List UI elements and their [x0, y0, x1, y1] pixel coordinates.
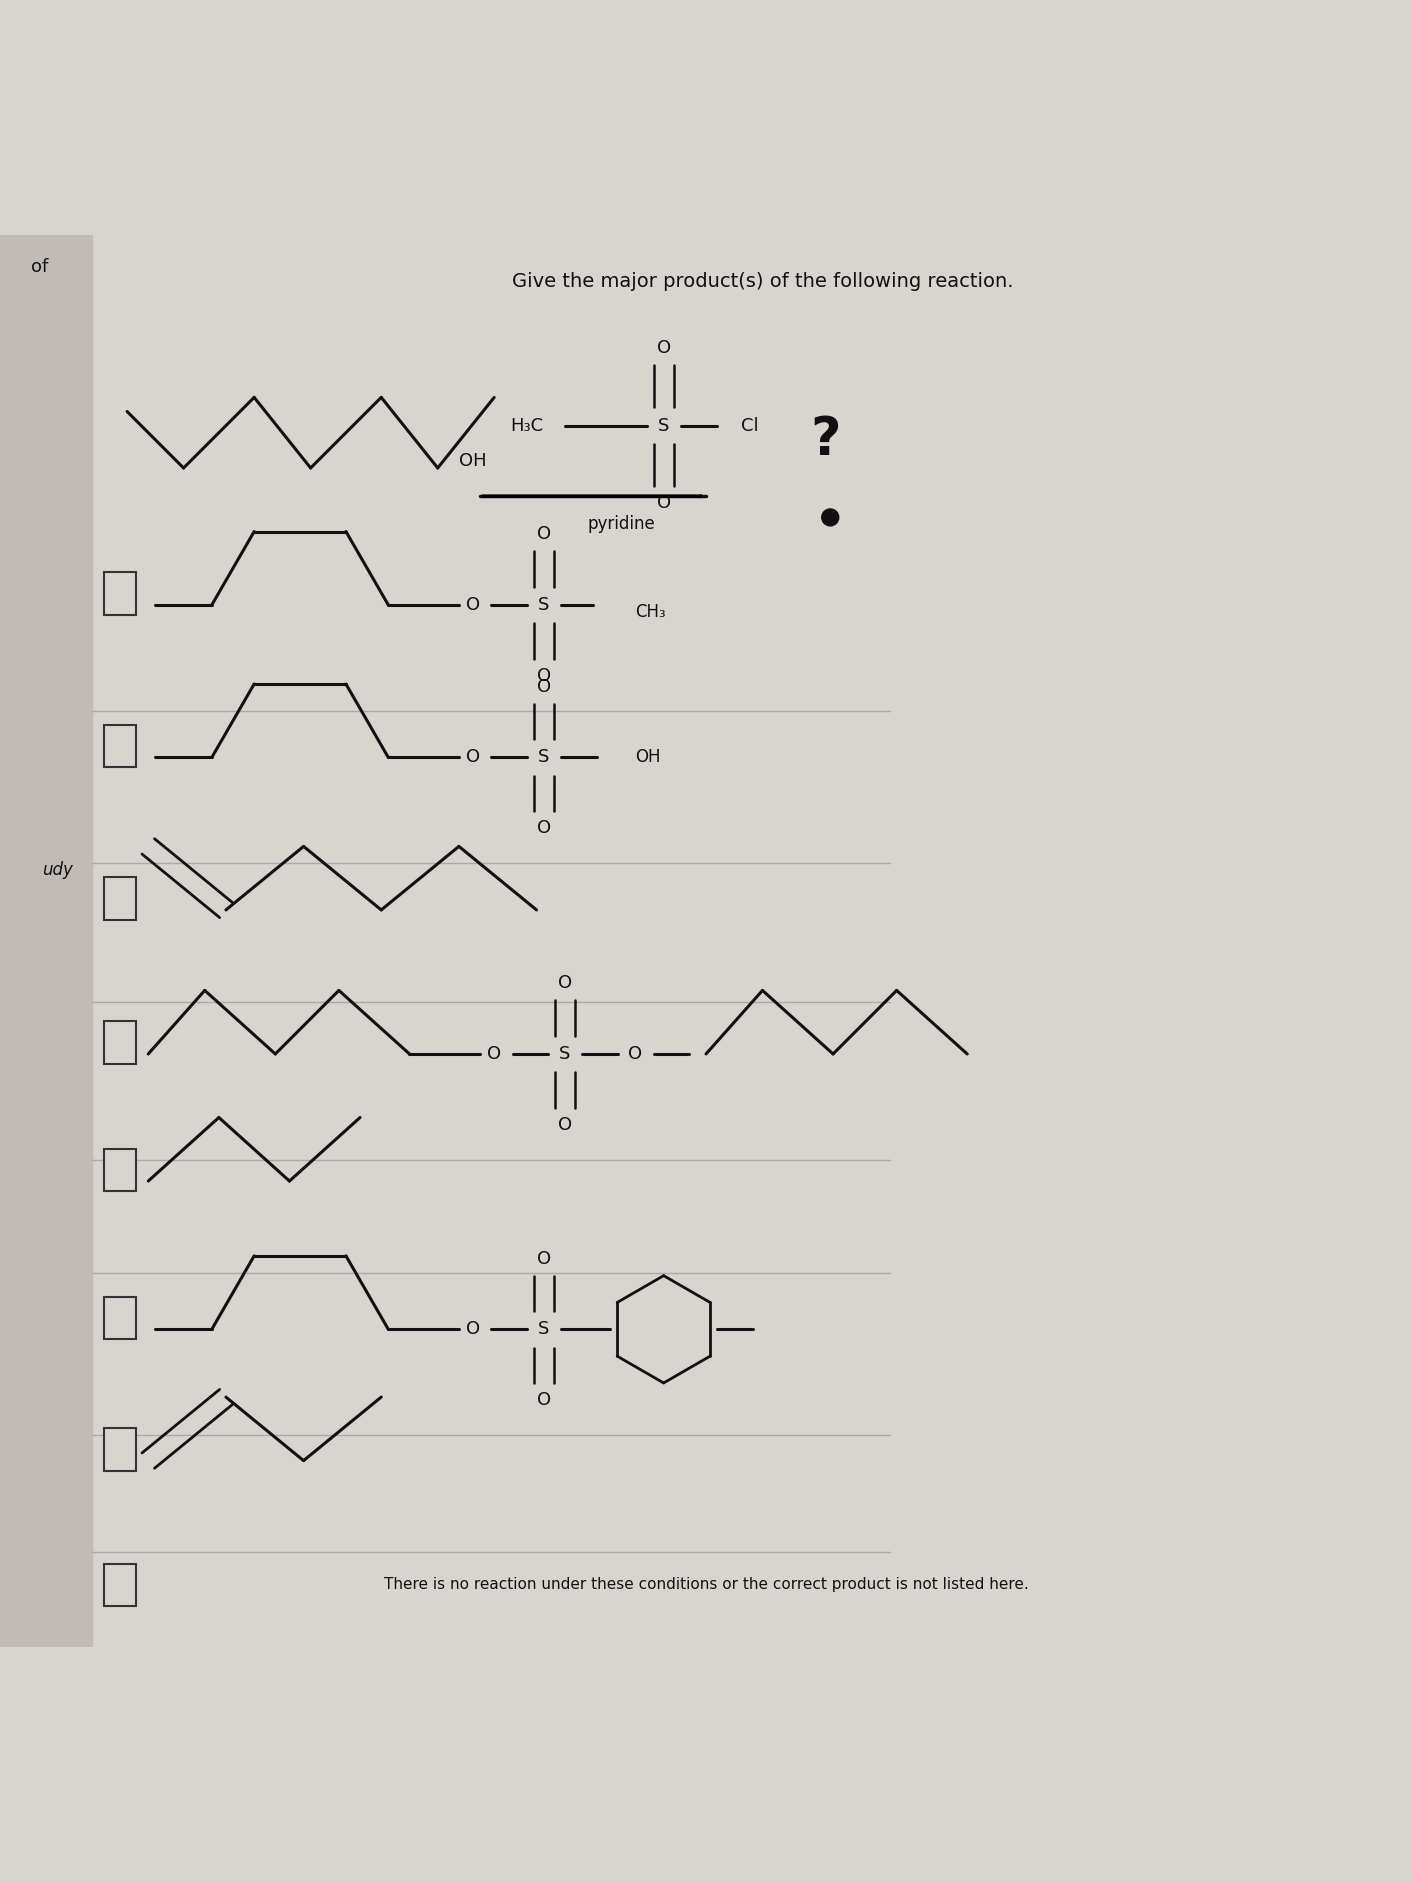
Bar — [0, 235, 92, 1647]
Text: Give the major product(s) of the following reaction.: Give the major product(s) of the followi… — [511, 273, 1014, 292]
Bar — [104, 1148, 136, 1191]
Text: S: S — [658, 416, 669, 435]
Text: S: S — [559, 1045, 570, 1063]
Text: S: S — [538, 597, 549, 614]
Text: O: O — [657, 339, 671, 358]
Text: OH: OH — [459, 452, 487, 470]
Text: O: O — [466, 597, 480, 614]
Circle shape — [822, 508, 839, 525]
Text: Cl: Cl — [741, 416, 758, 435]
Bar — [104, 1428, 136, 1470]
Text: of: of — [31, 258, 48, 277]
Text: O: O — [628, 1045, 642, 1063]
Bar — [104, 572, 136, 615]
Text: O: O — [537, 1391, 551, 1410]
Text: O: O — [657, 495, 671, 512]
Bar — [104, 1564, 136, 1605]
Text: O: O — [537, 525, 551, 544]
Text: CH₃: CH₃ — [635, 602, 666, 621]
Text: OH: OH — [635, 749, 661, 766]
Text: S: S — [538, 749, 549, 766]
Text: O: O — [487, 1045, 501, 1063]
Text: O: O — [466, 1321, 480, 1338]
Text: O: O — [537, 819, 551, 837]
Text: O: O — [558, 1116, 572, 1133]
Bar — [104, 1297, 136, 1340]
Text: O: O — [537, 666, 551, 685]
Text: H₃C: H₃C — [511, 416, 544, 435]
Text: There is no reaction under these conditions or the correct product is not listed: There is no reaction under these conditi… — [384, 1577, 1028, 1592]
Text: O: O — [466, 749, 480, 766]
Bar — [104, 1022, 136, 1063]
Text: O: O — [558, 975, 572, 992]
Text: O: O — [537, 1250, 551, 1268]
Bar — [104, 877, 136, 920]
Bar — [104, 725, 136, 768]
Text: pyridine: pyridine — [587, 516, 655, 533]
Text: udy: udy — [42, 862, 73, 879]
Text: S: S — [538, 1321, 549, 1338]
Text: O: O — [537, 678, 551, 696]
Text: ?: ? — [810, 414, 842, 465]
